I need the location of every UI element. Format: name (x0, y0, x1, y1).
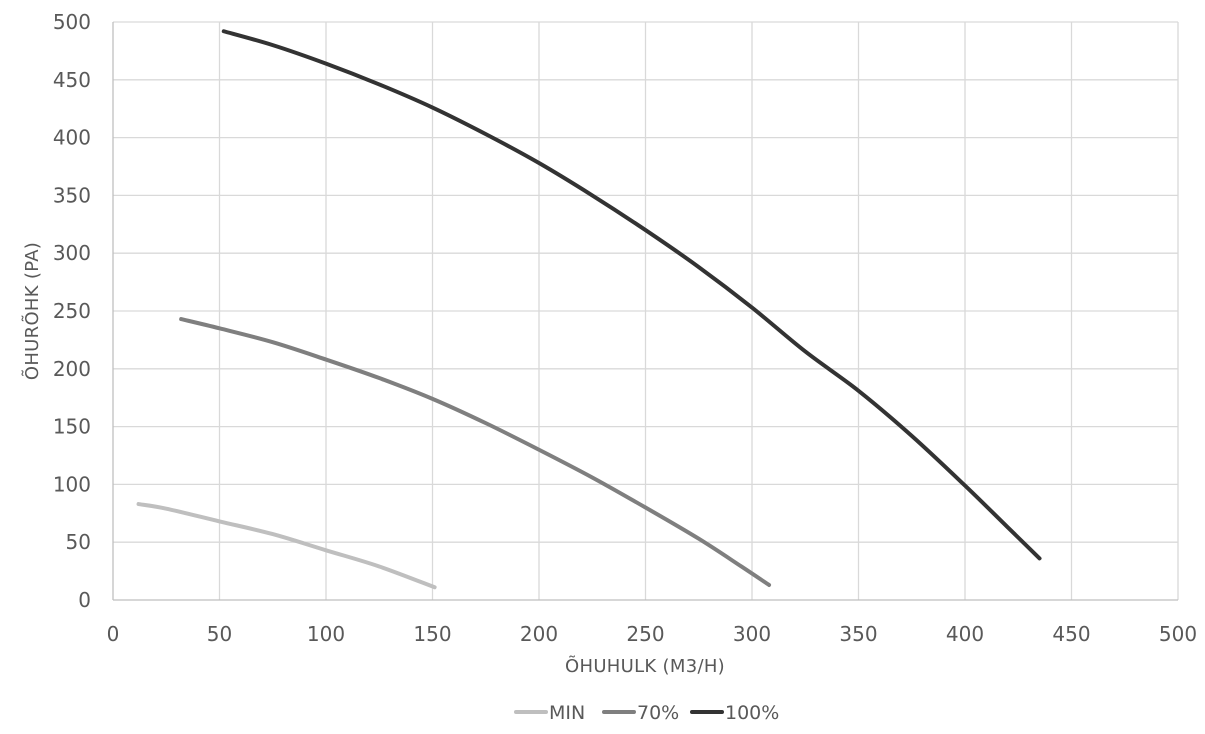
y-tick-label: 350 (53, 183, 91, 207)
legend-label: 100% (725, 702, 779, 724)
y-tick-label: 100 (53, 472, 91, 496)
x-tick-label: 50 (207, 622, 232, 646)
x-tick-label: 200 (520, 622, 558, 646)
x-tick-label: 100 (307, 622, 345, 646)
legend-label: MIN (549, 702, 585, 724)
y-tick-label: 500 (53, 10, 91, 34)
series-lines (136, 29, 1042, 590)
y-tick-label: 50 (66, 530, 91, 554)
series-line-3 (221, 29, 1042, 561)
y-tick-label: 0 (78, 588, 91, 612)
y-tick-label: 400 (53, 126, 91, 150)
series-line-2 (179, 317, 772, 587)
x-tick-label: 500 (1159, 622, 1197, 646)
y-tick-label: 250 (53, 299, 91, 323)
x-tick-label: 250 (626, 622, 664, 646)
y-tick-labels: 0 50 100 150 200 250 300 350 400 450 500 (53, 10, 91, 612)
x-tick-label: 400 (946, 622, 984, 646)
x-tick-label: 150 (413, 622, 451, 646)
x-tick-label: 350 (839, 622, 877, 646)
y-tick-label: 450 (53, 68, 91, 92)
x-axis-title: ÕHUHULK (M3/H) (565, 655, 725, 677)
grid (113, 21, 1179, 600)
y-axis-title: ÕHURÕHK (PA) (21, 242, 43, 380)
x-tick-labels: 0 50 100 150 200 250 300 350 400 450 500 (107, 622, 1197, 646)
axes (112, 22, 1178, 601)
y-tick-label: 200 (53, 357, 91, 381)
x-tick-label: 450 (1052, 622, 1090, 646)
series-line-1 (136, 502, 437, 590)
legend-label: 70% (637, 702, 679, 724)
x-tick-label: 0 (107, 622, 120, 646)
x-tick-label: 300 (733, 622, 771, 646)
legend: MIN 70% 100% (514, 702, 779, 724)
y-tick-label: 300 (53, 241, 91, 265)
y-tick-label: 150 (53, 415, 91, 439)
